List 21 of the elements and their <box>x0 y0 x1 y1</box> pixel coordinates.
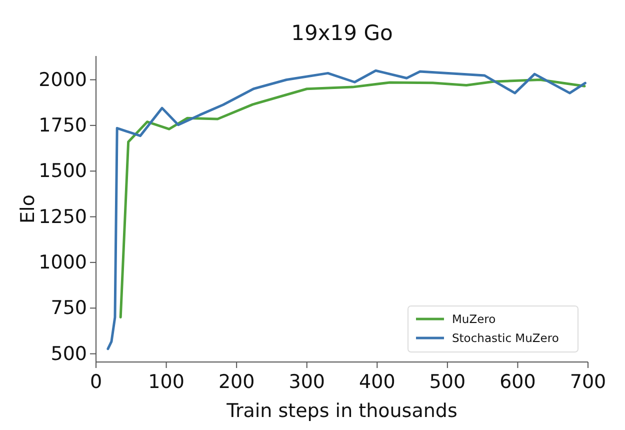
y-tick-label: 750 <box>50 297 87 320</box>
y-tick-label: 1000 <box>38 252 87 274</box>
x-tick-label: 0 <box>90 371 102 394</box>
line-series <box>106 69 586 350</box>
x-tick-label: 400 <box>359 371 396 394</box>
y-axis-title: Elo <box>17 194 39 224</box>
x-axis-title: Train steps in thousands <box>226 400 458 422</box>
y-tick-label: 500 <box>50 342 87 365</box>
y-tick-label: 2000 <box>38 68 87 91</box>
x-tick-label: 300 <box>288 371 325 394</box>
chart-title: 19x19 Go <box>291 21 393 45</box>
x-tick-label: 100 <box>148 371 184 394</box>
x-tick-label: 600 <box>500 371 536 394</box>
y-tick-label: 1750 <box>38 114 87 136</box>
legend-label: Stochastic MuZero <box>452 331 559 345</box>
y-tick-label: 1500 <box>38 160 87 182</box>
legend-label: MuZero <box>452 312 496 326</box>
x-tick-label: 500 <box>429 371 466 394</box>
x-tick-label: 200 <box>218 371 255 394</box>
y-tick-label: 1250 <box>38 206 87 228</box>
x-tick-label: 700 <box>570 371 606 394</box>
